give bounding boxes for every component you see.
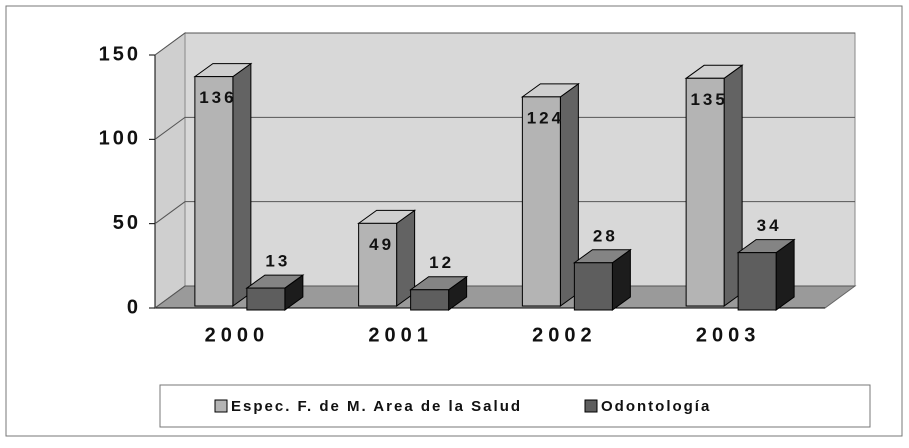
x-tick-label: 2003 — [696, 324, 761, 346]
x-tick-label: 2001 — [368, 324, 433, 346]
bar — [521, 96, 561, 307]
value-label: 34 — [757, 216, 782, 235]
y-tick-label: 0 — [127, 296, 141, 318]
x-tick-label: 2002 — [532, 324, 597, 346]
bar — [573, 262, 613, 311]
value-label: 124 — [527, 108, 564, 127]
bar — [410, 289, 450, 311]
bar — [685, 77, 725, 307]
value-label: 136 — [199, 88, 236, 107]
legend-label: Odontología — [601, 398, 711, 415]
bar — [194, 76, 234, 307]
y-tick-label: 50 — [113, 212, 141, 234]
side-wall — [154, 32, 186, 309]
y-tick-label: 100 — [99, 128, 141, 150]
legend-swatch — [584, 399, 598, 413]
grid-line — [154, 201, 855, 225]
value-label: 28 — [593, 226, 618, 245]
bar — [246, 287, 286, 311]
legend-label: Espec. F. de M. Area de la Salud — [231, 398, 522, 415]
value-label: 12 — [429, 253, 454, 272]
legend-box — [159, 384, 871, 428]
x-tick-label: 2000 — [205, 324, 270, 346]
y-tick-label: 150 — [99, 43, 141, 65]
grid-line — [154, 285, 855, 309]
value-label: 13 — [265, 252, 290, 271]
value-label: 49 — [369, 235, 394, 254]
legend-swatch — [214, 399, 228, 413]
bar — [358, 222, 398, 307]
bar — [737, 252, 777, 311]
grid-line — [154, 116, 855, 140]
grid-line — [154, 32, 855, 56]
value-label: 135 — [690, 90, 727, 109]
